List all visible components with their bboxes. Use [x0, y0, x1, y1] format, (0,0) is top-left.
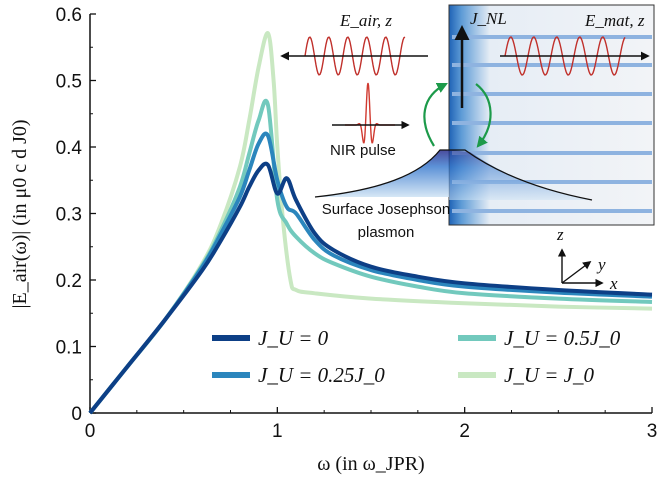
e-air-wave: [304, 36, 406, 76]
e-mat-label: E_mat, z: [584, 11, 645, 30]
j-nl-label: J_NL: [470, 9, 507, 28]
y-tick-label: 0.1: [56, 338, 82, 359]
coord-y-label: y: [596, 255, 606, 274]
plasmon-label-line1: Surface Josephson: [322, 201, 450, 218]
coord-x-label: x: [609, 274, 618, 293]
legend-label-ju-1: J_U = J_0: [504, 363, 594, 387]
y-tick-label: 0: [71, 404, 82, 425]
x-tick-label: 2: [459, 421, 470, 442]
legend-label-ju-0: J_U = 0: [258, 326, 329, 350]
legend: J_U = 0 J_U = 0.5J_0 J_U = 0.25J_0 J_U =…: [212, 326, 621, 387]
plasmon-left: [315, 150, 449, 197]
e-air-label: E_air, z: [339, 11, 392, 30]
x-axis-ticks: 0 1 2 3: [85, 407, 658, 442]
series-line-0: [88, 161, 653, 415]
y-tick-label: 0.3: [56, 205, 82, 226]
plasmon-label-line2: plasmon: [358, 224, 415, 241]
legend-label-ju-0-25: J_U = 0.25J_0: [258, 363, 385, 387]
x-axis-label: ω (in ω_JPR): [317, 453, 424, 475]
series-layer: [88, 31, 653, 415]
legend-label-ju-0-5: J_U = 0.5J_0: [504, 326, 621, 350]
nir-pulse-label: NIR pulse: [330, 142, 396, 159]
y-tick-label: 0.2: [56, 271, 82, 292]
x-tick-label: 3: [647, 421, 658, 442]
y-axis-label: |E_air(ω)| (in μ0 c d J0): [9, 119, 31, 308]
inset-schematic: E_air, z E_mat, z J_NL NIR pulse Surface…: [280, 4, 655, 241]
y-axis-ticks: 0 0.1 0.2 0.3 0.4 0.5 0.6: [56, 5, 96, 425]
y-tick-label: 0.4: [56, 138, 83, 159]
x-tick-label: 1: [272, 421, 283, 442]
nir-pulse-wave: [345, 82, 395, 144]
y-axis-arrow: [561, 260, 592, 284]
x-tick-label: 0: [85, 421, 96, 442]
coord-z-label: z: [556, 225, 564, 244]
y-tick-label: 0.5: [56, 72, 82, 93]
cycle-arrow-up: [423, 83, 448, 147]
plasmon-outline: [314, 149, 593, 201]
cycle-arrow-down: [475, 83, 492, 148]
e-mat-wave: [504, 36, 626, 76]
y-tick-label: 0.6: [56, 5, 82, 26]
coordinate-axes: z y x: [556, 225, 618, 293]
